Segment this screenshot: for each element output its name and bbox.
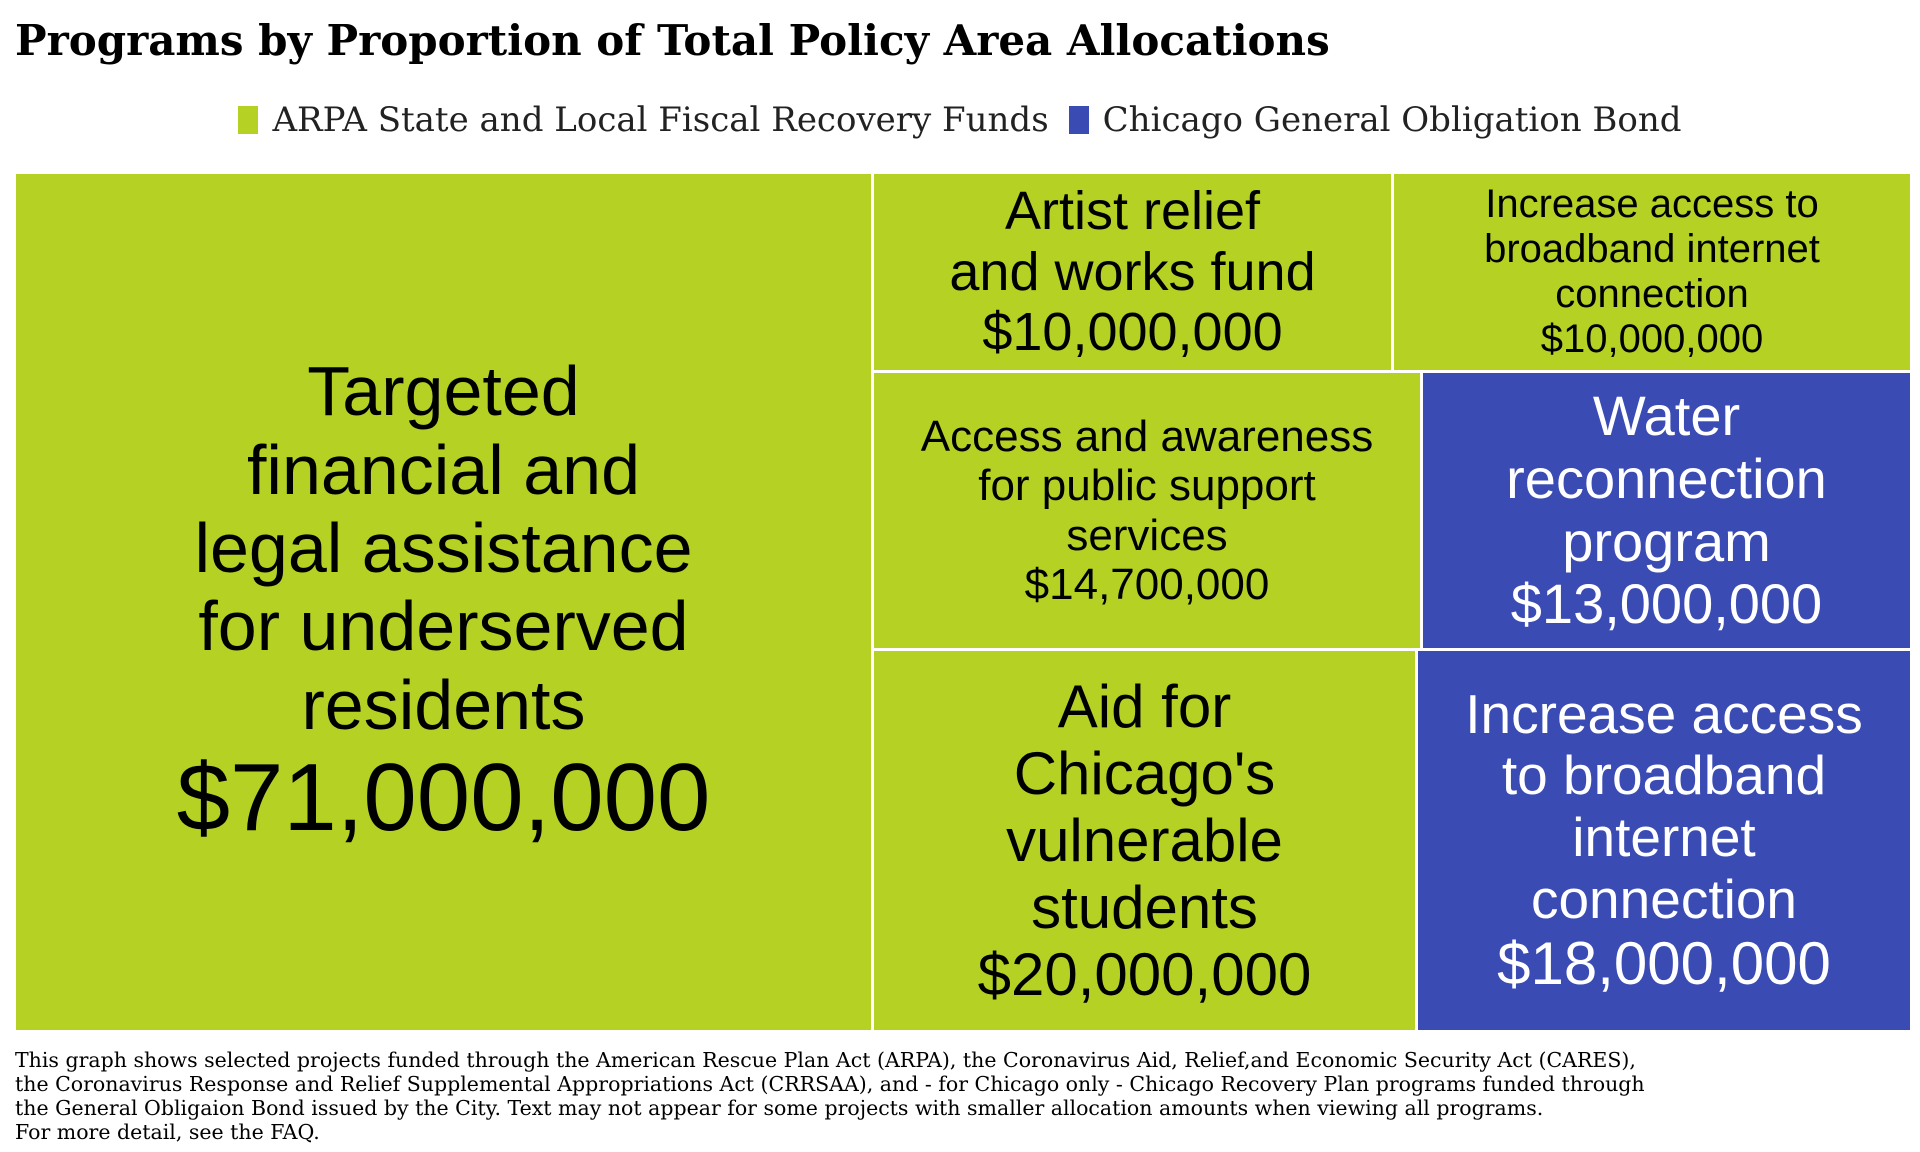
footnote-line: the General Obligaion Bond issued by the…	[15, 1096, 1544, 1120]
tile-targeted-assistance[interactable]: Targeted financial and legal assistance …	[16, 174, 871, 1030]
tile-vulnerable-students[interactable]: Aid for Chicago's vulnerable students $20…	[874, 651, 1415, 1030]
tile-label: Increase access to broadband internet co…	[1484, 182, 1820, 316]
tile-water-reconnection[interactable]: Water reconnection program $13,000,000	[1423, 373, 1910, 648]
tile-label: Aid for Chicago's vulnerable students	[1006, 672, 1283, 942]
tile-label: Water reconnection program	[1506, 384, 1827, 573]
treemap: Targeted financial and legal assistance …	[16, 174, 1910, 1030]
tile-label: Increase access to broadband internet co…	[1465, 682, 1863, 930]
footnote-line: the Coronavirus Response and Relief Supp…	[15, 1072, 1645, 1096]
tile-value: $10,000,000	[982, 302, 1283, 363]
tile-label: Targeted financial and legal assistance …	[194, 352, 693, 744]
tile-value: $10,000,000	[1540, 316, 1764, 361]
legend-swatch-arpa	[238, 106, 259, 134]
chart-title: Programs by Proportion of Total Policy A…	[15, 16, 1330, 65]
tile-value: $71,000,000	[176, 744, 711, 852]
legend-item-arpa[interactable]: ARPA State and Local Fiscal Recovery Fun…	[238, 100, 1049, 140]
tile-label: Artist relief and works fund	[949, 181, 1316, 302]
legend-swatch-go-bond	[1068, 106, 1089, 134]
tile-label: Access and awareness for public support …	[920, 411, 1374, 560]
footnote-line: For more detail, see the FAQ.	[15, 1120, 320, 1144]
tile-broadband-bond[interactable]: Increase access to broadband internet co…	[1418, 651, 1910, 1030]
tile-value: $13,000,000	[1510, 572, 1823, 636]
tile-artist-relief[interactable]: Artist relief and works fund $10,000,000	[874, 174, 1391, 370]
legend-label-arpa: ARPA State and Local Fiscal Recovery Fun…	[272, 100, 1049, 140]
tile-value: $20,000,000	[977, 941, 1312, 1009]
legend-label-go-bond: Chicago General Obligation Bond	[1102, 100, 1682, 140]
legend-item-go-bond[interactable]: Chicago General Obligation Bond	[1068, 100, 1682, 140]
tile-value: $14,700,000	[1024, 559, 1270, 609]
tile-value: $18,000,000	[1497, 930, 1831, 998]
tile-broadband-arpa[interactable]: Increase access to broadband internet co…	[1394, 174, 1910, 370]
footnote: This graph shows selected projects funde…	[15, 1048, 1895, 1144]
tile-public-support[interactable]: Access and awareness for public support …	[874, 373, 1420, 648]
footnote-line: This graph shows selected projects funde…	[15, 1048, 1636, 1072]
legend: ARPA State and Local Fiscal Recovery Fun…	[0, 100, 1920, 140]
